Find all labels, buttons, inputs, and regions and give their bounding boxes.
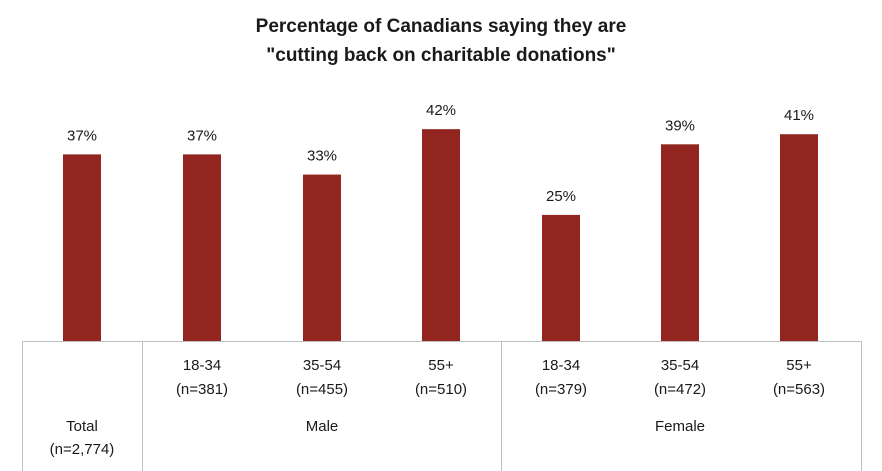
tick-label-total: Total	[66, 418, 98, 435]
chart-title: Percentage of Canadians saying they are	[255, 16, 627, 37]
tick-label-2: 35-54	[303, 357, 341, 374]
value-label-5: 39%	[665, 117, 695, 134]
tick-n-label-2: (n=455)	[296, 381, 348, 398]
group-label-male: Male	[306, 418, 339, 435]
value-label-1: 37%	[187, 127, 217, 144]
tick-n-label-total: (n=2,774)	[50, 441, 115, 458]
tick-n-label-3: (n=510)	[415, 381, 467, 398]
tick-n-label-4: (n=379)	[535, 381, 587, 398]
value-label-0: 37%	[67, 127, 97, 144]
value-label-3: 42%	[426, 102, 456, 119]
bar-1	[183, 154, 221, 341]
tick-n-label-5: (n=472)	[654, 381, 706, 398]
group-label-female: Female	[655, 418, 705, 435]
value-label-2: 33%	[307, 148, 337, 165]
bar-2	[303, 174, 341, 341]
tick-label-3: 55+	[428, 357, 454, 374]
bar-6	[780, 134, 818, 341]
bar-4	[542, 214, 580, 341]
tick-label-4: 18-34	[542, 357, 580, 374]
tick-n-label-6: (n=563)	[773, 381, 825, 398]
bar-5	[661, 144, 699, 341]
bar-0	[63, 154, 101, 341]
value-label-4: 25%	[546, 188, 576, 205]
tick-n-label-1: (n=381)	[176, 381, 228, 398]
bar-3	[422, 129, 460, 341]
tick-label-5: 35-54	[661, 357, 699, 374]
tick-label-6: 55+	[786, 357, 812, 374]
value-label-6: 41%	[784, 107, 814, 124]
chart-subtitle: "cutting back on charitable donations"	[266, 45, 616, 66]
tick-label-1: 18-34	[183, 357, 221, 374]
